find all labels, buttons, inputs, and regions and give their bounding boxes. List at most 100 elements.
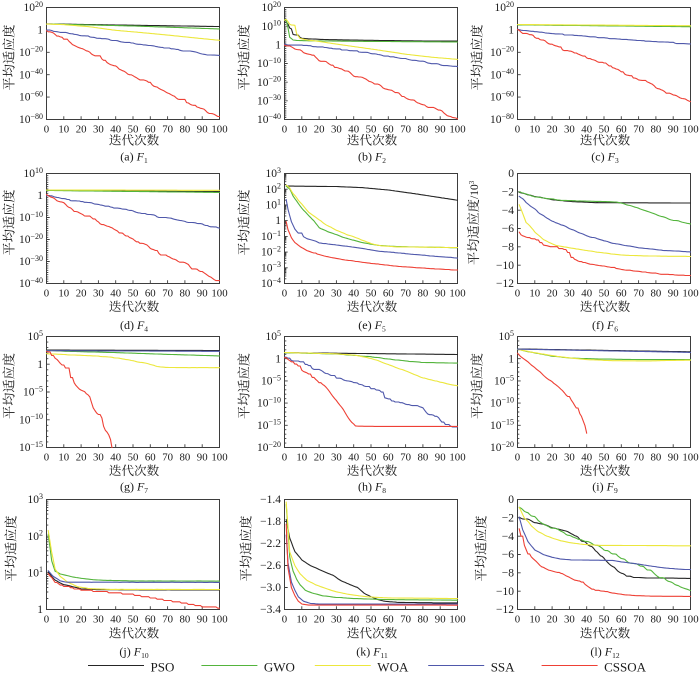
svg-text:70: 70 <box>400 124 411 136</box>
svg-text:10: 10 <box>296 124 307 136</box>
svg-text:30: 30 <box>331 288 342 300</box>
svg-text:−3.0: −3.0 <box>260 582 281 594</box>
svg-text:30: 30 <box>564 124 575 136</box>
svg-text:20: 20 <box>314 288 325 300</box>
svg-text:0: 0 <box>515 452 520 464</box>
svg-text:−12: −12 <box>496 278 514 290</box>
svg-text:0: 0 <box>282 124 287 136</box>
svg-text:10: 10 <box>296 614 307 626</box>
svg-text:10: 10 <box>296 452 307 464</box>
svg-text:70: 70 <box>162 452 173 464</box>
svg-text:60: 60 <box>145 124 156 136</box>
svg-text:30: 30 <box>331 452 342 464</box>
svg-text:CSSOA: CSSOA <box>604 660 647 675</box>
svg-text:60: 60 <box>383 124 394 136</box>
svg-text:80: 80 <box>418 288 429 300</box>
svg-text:80: 80 <box>180 614 191 626</box>
svg-text:−6: −6 <box>502 549 514 561</box>
svg-text:PSO: PSO <box>151 660 175 675</box>
svg-text:10: 10 <box>529 124 540 136</box>
svg-text:100: 100 <box>449 452 465 464</box>
svg-text:90: 90 <box>197 124 208 136</box>
svg-text:50: 50 <box>366 614 377 626</box>
svg-text:70: 70 <box>633 288 644 300</box>
svg-text:20: 20 <box>547 452 558 464</box>
svg-text:70: 70 <box>400 452 411 464</box>
svg-text:70: 70 <box>633 124 644 136</box>
svg-text:40: 40 <box>110 288 121 300</box>
svg-text:−3.4: −3.4 <box>260 604 281 616</box>
svg-text:0: 0 <box>515 124 520 136</box>
svg-text:20: 20 <box>76 124 87 136</box>
svg-text:−1.4: −1.4 <box>260 494 281 506</box>
svg-text:90: 90 <box>197 452 208 464</box>
svg-text:1: 1 <box>37 190 43 202</box>
svg-text:40: 40 <box>348 124 359 136</box>
svg-text:0: 0 <box>508 494 514 506</box>
svg-text:50: 50 <box>599 452 610 464</box>
svg-text:−6: −6 <box>502 223 514 235</box>
svg-text:0: 0 <box>44 452 49 464</box>
svg-text:20: 20 <box>314 124 325 136</box>
svg-text:30: 30 <box>331 124 342 136</box>
svg-text:−2.6: −2.6 <box>260 560 281 572</box>
svg-text:(e) F5: (e) F5 <box>358 318 386 334</box>
svg-text:30: 30 <box>93 614 104 626</box>
svg-text:60: 60 <box>383 614 394 626</box>
svg-text:40: 40 <box>581 288 592 300</box>
svg-text:60: 60 <box>616 614 627 626</box>
svg-text:100: 100 <box>211 452 227 464</box>
svg-text:(c) F3: (c) F3 <box>591 150 619 166</box>
svg-text:20: 20 <box>76 452 87 464</box>
svg-text:(g) F7: (g) F7 <box>120 480 148 496</box>
svg-text:50: 50 <box>599 288 610 300</box>
svg-text:60: 60 <box>383 452 394 464</box>
svg-text:10: 10 <box>58 452 69 464</box>
svg-text:40: 40 <box>581 452 592 464</box>
svg-text:90: 90 <box>668 124 679 136</box>
svg-text:100: 100 <box>211 288 227 300</box>
svg-text:100: 100 <box>211 124 227 136</box>
svg-text:1: 1 <box>37 25 43 37</box>
svg-text:1: 1 <box>275 39 281 51</box>
svg-text:30: 30 <box>564 288 575 300</box>
svg-text:100: 100 <box>449 124 465 136</box>
svg-text:10: 10 <box>58 614 69 626</box>
svg-text:60: 60 <box>616 452 627 464</box>
svg-text:−12: −12 <box>496 604 514 616</box>
svg-text:1: 1 <box>508 25 514 37</box>
svg-text:10: 10 <box>529 452 540 464</box>
svg-text:20: 20 <box>547 288 558 300</box>
svg-text:80: 80 <box>651 452 662 464</box>
svg-text:20: 20 <box>76 288 87 300</box>
svg-text:80: 80 <box>180 124 191 136</box>
svg-text:70: 70 <box>633 614 644 626</box>
svg-text:100: 100 <box>682 288 698 300</box>
svg-text:−2.2: −2.2 <box>260 538 281 550</box>
svg-text:90: 90 <box>435 124 446 136</box>
svg-text:100: 100 <box>682 614 698 626</box>
svg-text:50: 50 <box>128 124 139 136</box>
svg-text:100: 100 <box>682 124 698 136</box>
svg-text:70: 70 <box>162 124 173 136</box>
svg-text:−8: −8 <box>502 567 514 579</box>
svg-text:10: 10 <box>58 288 69 300</box>
svg-text:0: 0 <box>508 168 514 180</box>
svg-text:10: 10 <box>58 124 69 136</box>
svg-text:SSA: SSA <box>491 660 515 675</box>
svg-text:10: 10 <box>296 288 307 300</box>
svg-text:20: 20 <box>547 614 558 626</box>
svg-text:−10: −10 <box>496 260 514 272</box>
svg-text:0: 0 <box>44 614 49 626</box>
svg-text:70: 70 <box>400 288 411 300</box>
svg-text:70: 70 <box>162 288 173 300</box>
svg-text:30: 30 <box>564 614 575 626</box>
svg-text:50: 50 <box>128 614 139 626</box>
svg-text:−2: −2 <box>502 186 514 198</box>
svg-text:1: 1 <box>275 353 281 365</box>
svg-text:0: 0 <box>44 124 49 136</box>
svg-text:WOA: WOA <box>377 660 409 675</box>
svg-text:20: 20 <box>76 614 87 626</box>
svg-text:90: 90 <box>668 452 679 464</box>
svg-text:(d) F4: (d) F4 <box>120 318 148 334</box>
